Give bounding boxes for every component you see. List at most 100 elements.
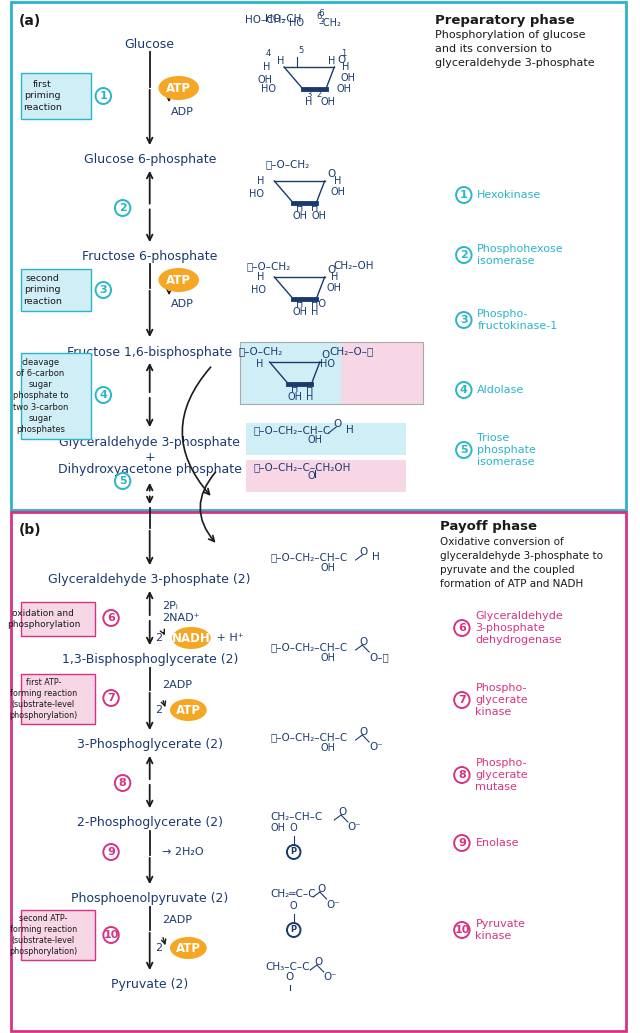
Text: ATP: ATP [166, 274, 191, 286]
Text: OH: OH [311, 211, 326, 221]
Text: ADP: ADP [171, 107, 194, 117]
Text: H: H [328, 56, 335, 66]
Text: HO–CH₂: HO–CH₂ [244, 15, 285, 25]
Text: 10: 10 [103, 930, 119, 940]
Text: H: H [342, 62, 349, 72]
Text: 2: 2 [316, 90, 321, 99]
Text: Preparatory phase: Preparatory phase [435, 14, 575, 27]
Text: 5: 5 [460, 445, 468, 455]
Text: Pyruvate (2): Pyruvate (2) [111, 978, 188, 991]
Text: H: H [372, 552, 380, 562]
Text: Glucose: Glucose [125, 38, 175, 51]
Text: 1: 1 [99, 91, 107, 101]
Text: OH: OH [292, 307, 307, 317]
FancyBboxPatch shape [12, 2, 626, 510]
Text: O: O [307, 471, 315, 481]
Text: CH₂–CH–C: CH₂–CH–C [271, 812, 323, 822]
Text: 4: 4 [99, 390, 108, 400]
Text: ATP: ATP [176, 941, 201, 954]
Text: OH: OH [321, 563, 336, 573]
Text: 9: 9 [107, 847, 115, 857]
Text: Glyceraldehyde
3-phosphate
dehydrogenase: Glyceraldehyde 3-phosphate dehydrogenase [476, 611, 563, 646]
Text: O: O [328, 169, 336, 179]
Text: 2: 2 [156, 705, 166, 715]
Ellipse shape [159, 268, 199, 292]
Text: O: O [322, 350, 330, 359]
Text: ATP: ATP [176, 703, 201, 717]
Text: 3: 3 [307, 90, 312, 99]
Text: OH: OH [287, 392, 302, 402]
Text: OH: OH [307, 435, 323, 445]
Text: 8: 8 [119, 778, 127, 788]
Text: Dihydroxyacetone phosphate: Dihydroxyacetone phosphate [58, 463, 242, 476]
FancyBboxPatch shape [21, 910, 95, 960]
Text: O–Ⓟ: O–Ⓟ [369, 652, 389, 662]
Text: (a): (a) [19, 14, 42, 28]
Text: Phospho-
glycerate
mutase: Phospho- glycerate mutase [476, 757, 528, 792]
Text: HO: HO [250, 189, 264, 199]
Text: H: H [296, 204, 303, 213]
Text: Glucose 6-phosphate: Glucose 6-phosphate [83, 153, 216, 166]
Text: oxidation and
phosphorylation: oxidation and phosphorylation [6, 608, 80, 629]
Text: CH₂═C–C: CH₂═C–C [271, 889, 316, 899]
Text: H: H [311, 307, 319, 317]
Text: H: H [291, 384, 298, 394]
Text: Ⓟ–O–CH₂–C–CH₂OH: Ⓟ–O–CH₂–C–CH₂OH [253, 462, 351, 472]
Ellipse shape [170, 699, 207, 721]
Text: O: O [333, 419, 342, 429]
FancyBboxPatch shape [246, 422, 406, 455]
Text: (b): (b) [19, 523, 42, 537]
Text: HO: HO [320, 359, 335, 369]
FancyBboxPatch shape [12, 512, 626, 1031]
Text: OH: OH [271, 823, 285, 833]
Text: O⁻: O⁻ [324, 972, 337, 982]
Text: + H⁺: + H⁺ [212, 633, 243, 643]
Text: O: O [338, 807, 346, 817]
Text: OH: OH [257, 75, 272, 85]
Text: OH: OH [327, 283, 342, 293]
Text: NADH: NADH [172, 631, 211, 645]
Text: Triose
phosphate
isomerase: Triose phosphate isomerase [477, 433, 536, 467]
Text: CH₂–O–Ⓟ: CH₂–O–Ⓟ [330, 346, 374, 356]
Text: 1: 1 [460, 190, 468, 200]
Text: O: O [328, 265, 336, 275]
Text: H: H [346, 425, 354, 435]
Text: 4: 4 [266, 49, 271, 58]
Text: O: O [360, 727, 368, 737]
Text: Phosphorylation of glucose
and its conversion to
glyceraldehyde 3-phosphate: Phosphorylation of glucose and its conve… [435, 30, 595, 68]
Text: 2NAD⁺: 2NAD⁺ [163, 613, 200, 623]
Text: 6: 6 [316, 12, 321, 21]
Text: → 2H₂O: → 2H₂O [163, 847, 204, 857]
Ellipse shape [159, 76, 199, 100]
Text: O: O [360, 637, 368, 647]
Text: HO: HO [289, 18, 305, 28]
Text: 2-Phosphoglycerate (2): 2-Phosphoglycerate (2) [77, 816, 223, 829]
Text: H: H [335, 176, 342, 186]
Ellipse shape [170, 937, 207, 959]
Text: Hexokinase: Hexokinase [477, 190, 541, 200]
Text: cleavage
of 6-carbon
sugar
phosphate to
two 3-carbon
sugar
phosphates: cleavage of 6-carbon sugar phosphate to … [13, 358, 68, 434]
Text: 10: 10 [454, 925, 470, 935]
Text: 7: 7 [458, 695, 466, 705]
Text: first ATP-
forming reaction
(substrate-level
phosphorylation): first ATP- forming reaction (substrate-l… [9, 678, 77, 720]
Text: –CH₂: –CH₂ [319, 18, 342, 28]
FancyBboxPatch shape [239, 342, 341, 404]
Text: CH₂–OH: CH₂–OH [333, 261, 374, 271]
Text: 2: 2 [460, 250, 468, 260]
Text: 7: 7 [107, 693, 115, 703]
Text: O: O [360, 547, 368, 557]
Text: H: H [278, 56, 285, 66]
Text: CH₃–C–C: CH₃–C–C [266, 962, 310, 972]
Text: 2Pᵢ: 2Pᵢ [163, 601, 178, 611]
Text: P: P [291, 926, 297, 935]
FancyBboxPatch shape [21, 73, 91, 119]
FancyBboxPatch shape [341, 342, 423, 404]
Text: O: O [314, 957, 323, 967]
Text: OH: OH [331, 187, 346, 197]
Text: Ⓟ–O–CH₂–CH–C: Ⓟ–O–CH₂–CH–C [271, 552, 348, 562]
Text: Ⓟ–O–CH₂–CH–C: Ⓟ–O–CH₂–CH–C [271, 641, 348, 652]
Text: 6: 6 [318, 9, 324, 18]
FancyBboxPatch shape [21, 269, 91, 311]
Text: 1,3-Bisphosphoglycerate (2): 1,3-Bisphosphoglycerate (2) [61, 653, 238, 666]
Text: 5: 5 [119, 476, 127, 486]
